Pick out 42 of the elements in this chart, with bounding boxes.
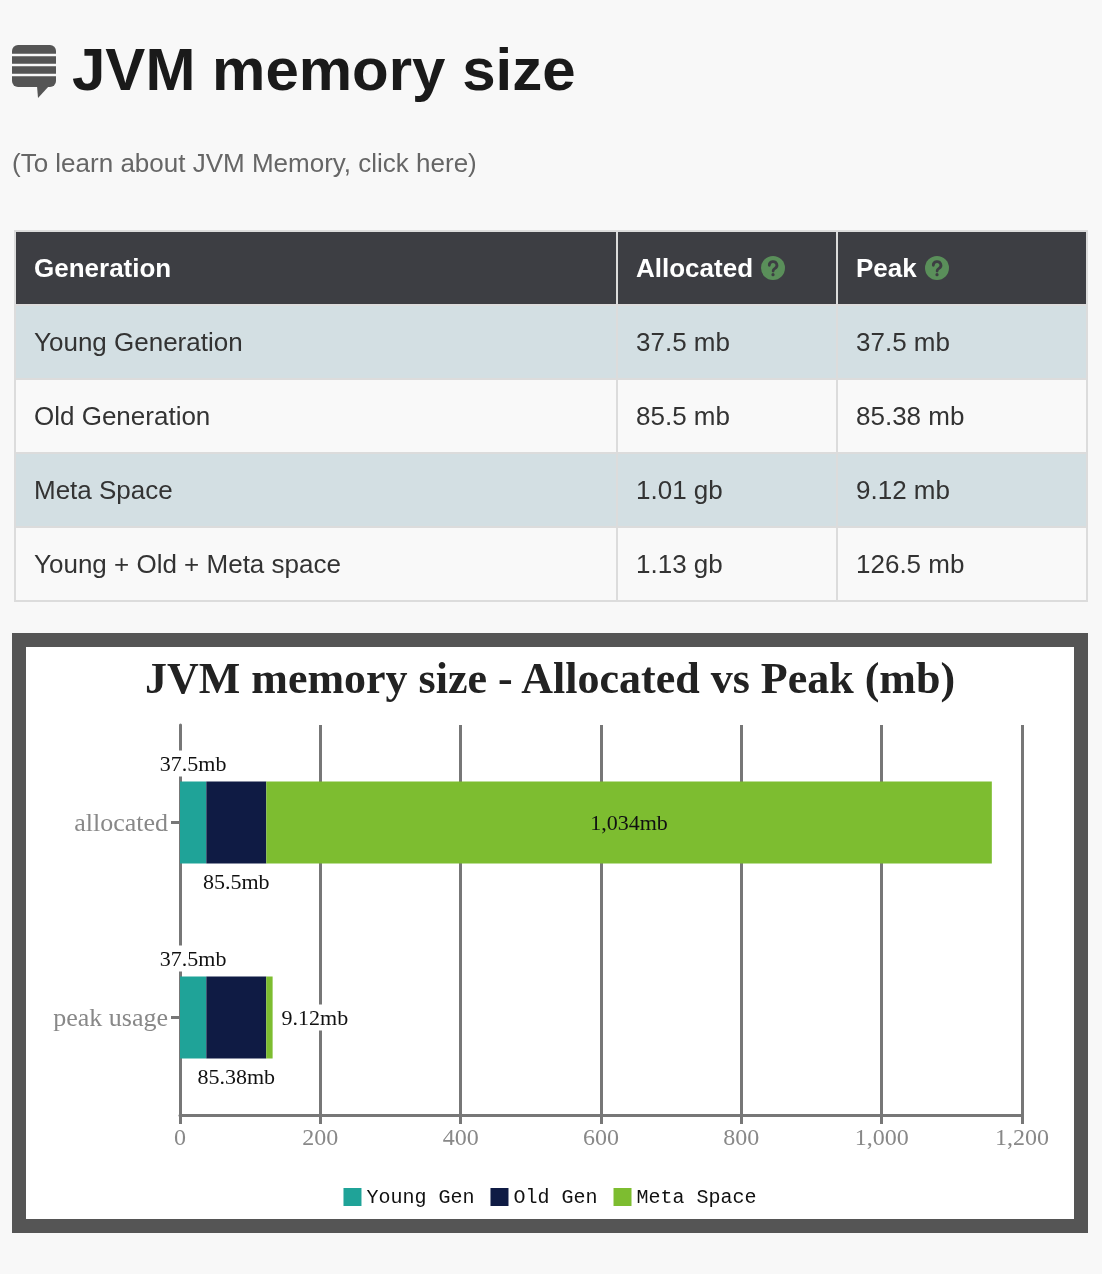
- bar: [206, 781, 267, 864]
- text: 1.01 gb: [636, 474, 723, 505]
- text: JVM memory size: [72, 35, 576, 105]
- y-tick-label: allocated: [74, 808, 168, 837]
- legend-label: Young Gen: [366, 1185, 475, 1209]
- text: 85.38 mb: [856, 400, 965, 431]
- x-tick-label: 0: [174, 1124, 186, 1150]
- x-tick-label: 800: [723, 1124, 760, 1150]
- bar: [266, 976, 273, 1059]
- text: Young Generation: [34, 326, 243, 357]
- bar: [266, 781, 992, 864]
- text: 126.5 mb: [856, 548, 965, 579]
- bar: [206, 976, 267, 1059]
- data-label: 1,034mb: [590, 810, 668, 835]
- text: Peak: [856, 252, 917, 283]
- text: Meta Space: [34, 474, 173, 505]
- x-tick-label: 1,000: [854, 1124, 909, 1150]
- text: 9.12 mb: [856, 474, 950, 505]
- text: Young + Old + Meta space: [34, 548, 341, 579]
- text: 37.5 mb: [636, 326, 730, 357]
- x-tick-label: 200: [302, 1124, 339, 1150]
- data-label: 85.5mb: [203, 869, 270, 894]
- x-tick-label: 1,200: [995, 1124, 1049, 1150]
- data-label: 9.12mb: [281, 1005, 349, 1030]
- legend-label: Old Gen: [513, 1185, 598, 1209]
- x-tick-label: 600: [583, 1124, 619, 1150]
- text: Generation: [34, 252, 172, 283]
- chart-title: JVM memory size - Allocated vs Peak (mb): [144, 653, 956, 703]
- text: 37.5 mb: [856, 326, 950, 357]
- text: (To learn about JVM Memory, click here): [12, 147, 477, 180]
- text: 85.5 mb: [636, 400, 730, 431]
- text: 1.13 gb: [636, 548, 723, 579]
- legend-label: Meta Space: [636, 1185, 757, 1209]
- text: Old Generation: [34, 400, 211, 431]
- data-label: 37.5mb: [159, 946, 227, 971]
- bar: [180, 781, 207, 864]
- bar: [180, 976, 207, 1059]
- data-label: 37.5mb: [159, 751, 227, 776]
- y-tick-label: peak usage: [53, 1003, 168, 1032]
- text: Allocated: [636, 252, 754, 283]
- data-label: 85.38mb: [197, 1064, 276, 1089]
- x-tick-label: 400: [442, 1124, 479, 1150]
